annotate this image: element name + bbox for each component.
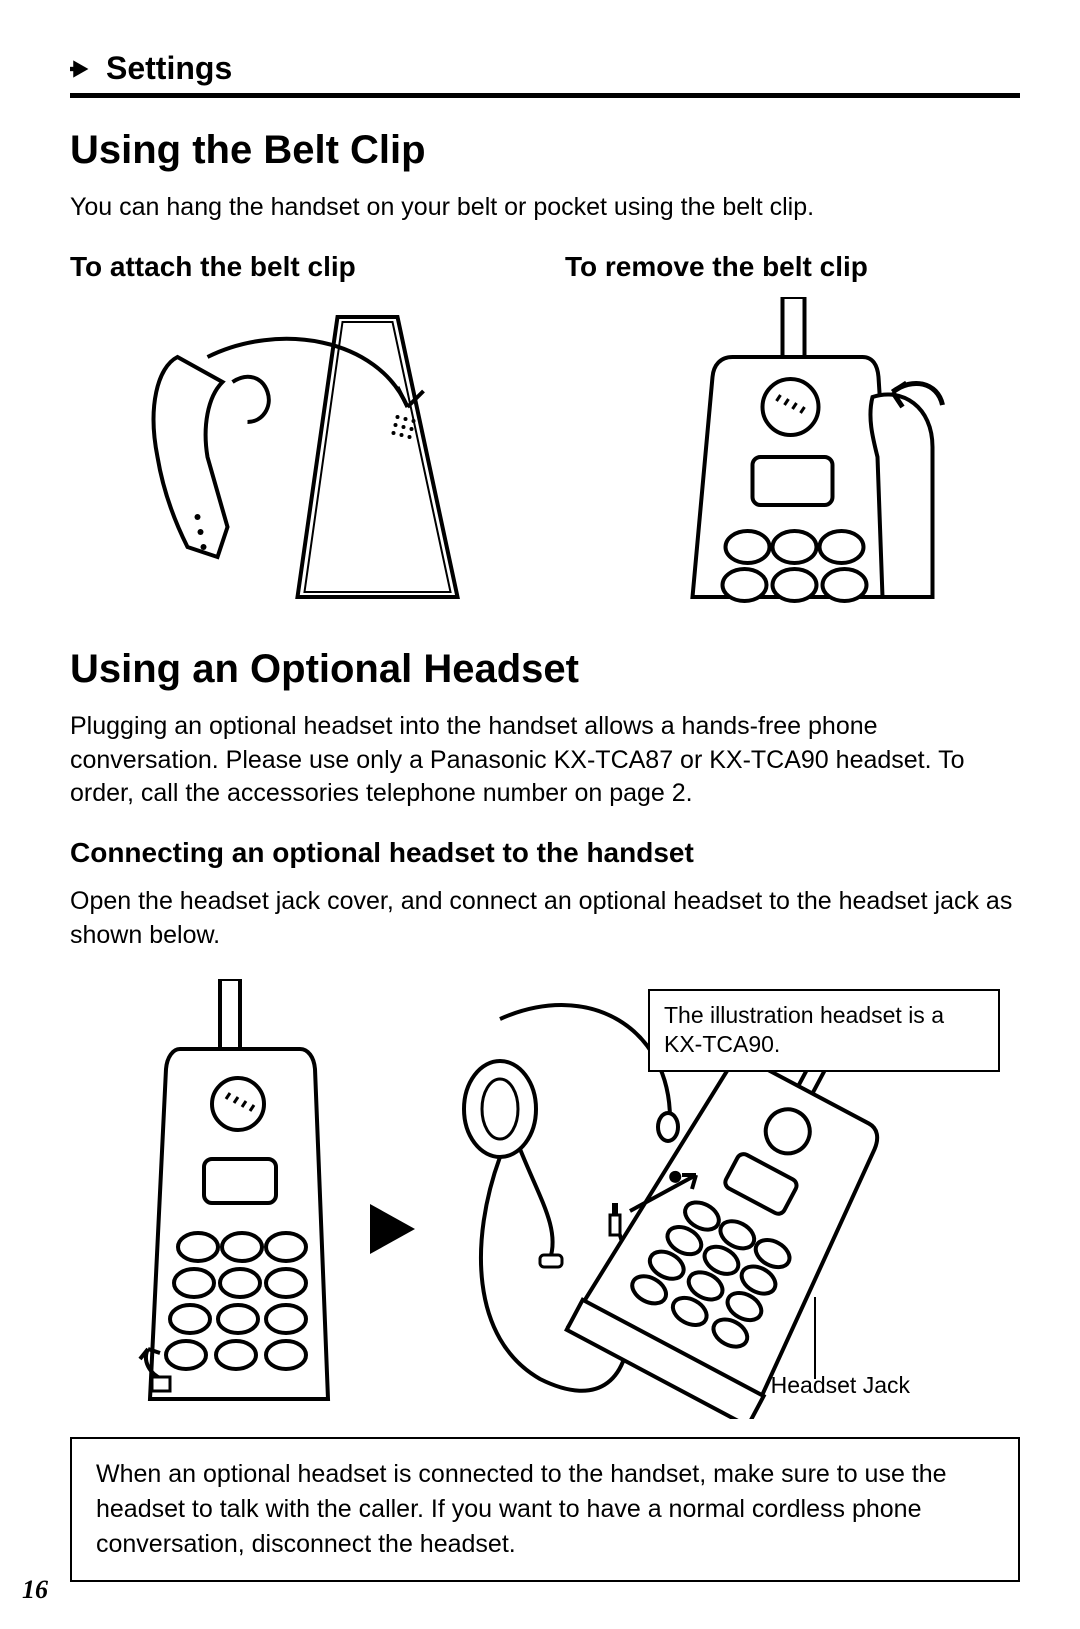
section2-sub-intro: Open the headset jack cover, and connect… — [70, 885, 1020, 953]
arrow-right-icon — [70, 56, 96, 82]
attach-heading: To attach the belt clip — [70, 251, 525, 283]
remove-illustration — [565, 297, 1020, 607]
belt-clip-columns: To attach the belt clip — [70, 251, 1020, 607]
section2-intro: Plugging an optional headset into the ha… — [70, 710, 1020, 811]
header-rule — [70, 93, 1020, 98]
remove-column: To remove the belt clip — [565, 251, 1020, 607]
headset-figure: The illustration headset is a KX-TCA90. … — [70, 979, 1020, 1419]
remove-heading: To remove the belt clip — [565, 251, 1020, 283]
section1-intro: You can hang the handset on your belt or… — [70, 191, 1020, 225]
header-title: Settings — [106, 50, 232, 87]
headset-jack-label: Headset Jack — [771, 1372, 910, 1399]
attach-illustration — [70, 297, 525, 607]
manual-page: Settings Using the Belt Clip You can han… — [0, 0, 1080, 1629]
page-number: 16 — [22, 1575, 48, 1605]
section1-title: Using the Belt Clip — [70, 128, 1020, 173]
headset-note: When an optional headset is connected to… — [70, 1437, 1020, 1582]
section-header: Settings — [70, 50, 1020, 87]
headset-callout: The illustration headset is a KX-TCA90. — [648, 989, 1000, 1073]
section2-title: Using an Optional Headset — [70, 647, 1020, 692]
section2-sub: Connecting an optional headset to the ha… — [70, 837, 1020, 869]
attach-column: To attach the belt clip — [70, 251, 525, 607]
